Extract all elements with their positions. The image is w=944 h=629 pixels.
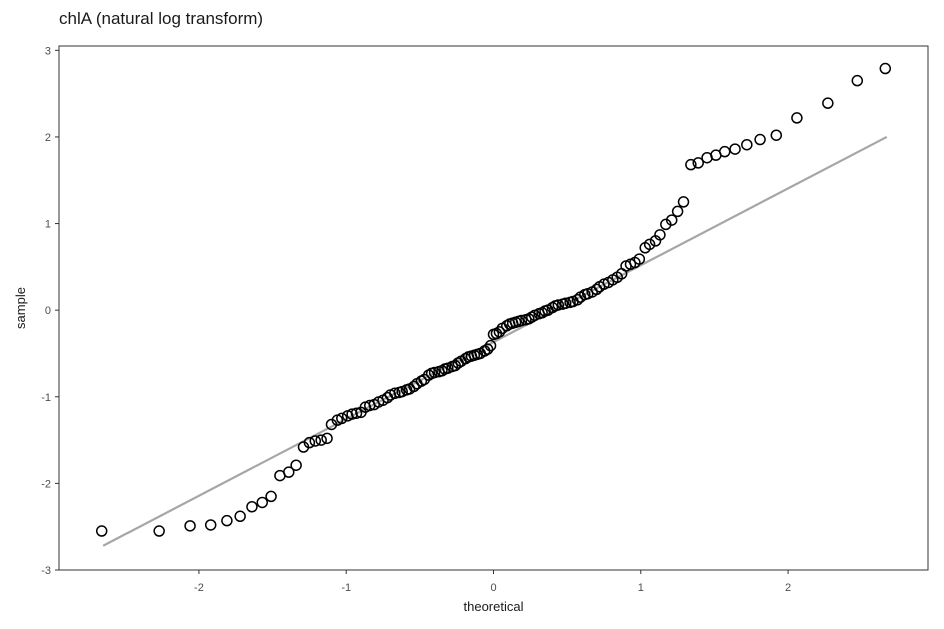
y-tick-label: 2	[45, 132, 51, 144]
data-point	[677, 196, 690, 208]
data-point	[350, 407, 363, 419]
data-point	[671, 205, 684, 218]
data-point	[336, 412, 348, 425]
y-tick-label: 1	[45, 219, 51, 231]
data-point	[153, 525, 165, 537]
data-point	[95, 525, 108, 537]
data-point	[851, 74, 864, 87]
data-point	[552, 299, 565, 311]
x-tick-label: -1	[341, 582, 351, 594]
y-tick-label: -3	[41, 565, 51, 577]
x-tick-label: 0	[490, 582, 496, 594]
data-point	[484, 339, 497, 352]
chart-title: chlA (natural log transform)	[59, 9, 264, 28]
data-point	[770, 129, 783, 141]
data-point	[184, 520, 196, 532]
data-point	[879, 62, 892, 75]
data-point	[633, 253, 646, 265]
data-point	[718, 145, 731, 158]
data-point	[234, 510, 246, 523]
data-point	[346, 408, 358, 420]
data-point	[515, 314, 528, 327]
data-point	[389, 387, 401, 400]
y-tick-label: -2	[41, 478, 51, 490]
data-point	[321, 432, 333, 445]
data-point	[559, 297, 572, 309]
data-point	[741, 138, 753, 151]
x-tick-label: 2	[785, 582, 791, 594]
y-axis: -3 -2 -1 0 1 2 3	[41, 45, 59, 577]
y-axis-label: sample	[13, 287, 28, 329]
x-axis: -2 -1 0 1 2	[194, 570, 791, 594]
data-point	[692, 157, 704, 169]
data-point	[204, 519, 217, 531]
y-tick-label: -1	[41, 392, 51, 404]
data-point	[493, 326, 506, 338]
data-point	[729, 143, 741, 155]
data-point	[822, 97, 834, 109]
data-point	[791, 112, 803, 124]
data-point	[221, 514, 233, 527]
data-point	[428, 366, 441, 379]
data-point	[290, 459, 302, 471]
reference-line	[102, 135, 888, 547]
data-point	[256, 496, 269, 509]
data-point	[246, 501, 258, 513]
x-axis-label: theoretical	[464, 599, 524, 614]
y-tick-label: 0	[45, 305, 51, 317]
plot-panel-border	[58, 45, 929, 571]
y-tick-label: 3	[45, 45, 51, 57]
data-point	[643, 238, 656, 251]
data-point	[481, 343, 494, 355]
data-point	[665, 214, 678, 226]
x-tick-label: 1	[638, 582, 644, 594]
data-point	[315, 434, 327, 446]
data-point	[303, 436, 316, 449]
data-point	[309, 435, 322, 447]
data-point	[283, 466, 295, 478]
reference-line-layer	[102, 135, 888, 547]
data-point	[654, 229, 666, 241]
x-tick-label: -2	[194, 582, 204, 594]
data-point	[685, 158, 697, 171]
points-layer	[95, 62, 892, 537]
data-point	[265, 490, 277, 503]
data-point	[754, 133, 766, 146]
